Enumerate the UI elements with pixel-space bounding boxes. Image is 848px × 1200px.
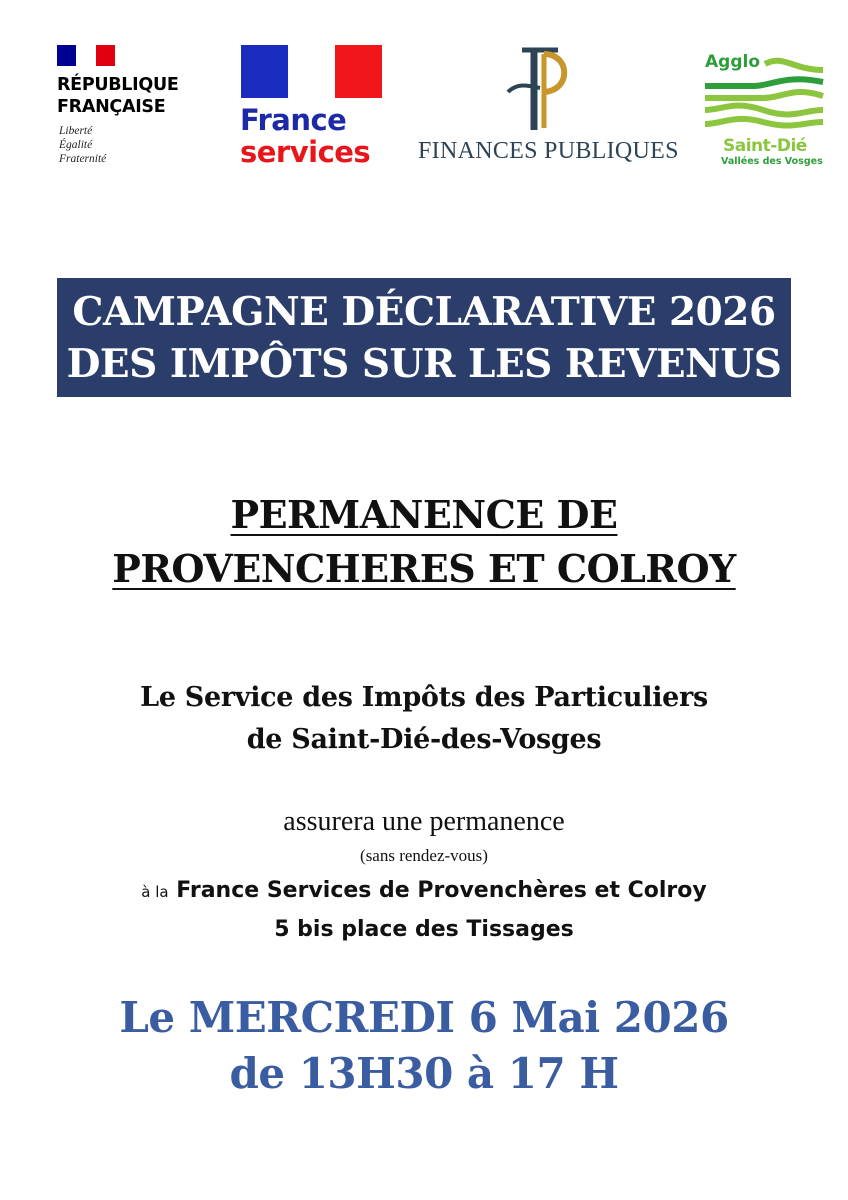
address-text: 5 bis place des Tissages <box>274 917 574 942</box>
fs-line1: France <box>240 103 347 137</box>
location-line: à la France Services de Provenchères et … <box>0 872 848 911</box>
finances-publiques-monogram-icon <box>506 47 568 130</box>
service-line2: de Saint-Dié-des-Vosges <box>246 724 602 755</box>
permanence-line2: PROVENCHERES ET COLROY <box>112 546 736 591</box>
time-line: de 13H30 à 17 H <box>229 1049 620 1098</box>
permanence-heading: PERMANENCE DE PROVENCHERES ET COLROY <box>0 488 848 596</box>
republique-flag-logo <box>57 45 115 66</box>
a-la-text: à la <box>141 883 169 901</box>
agglo-sub-text: Vallées des Vosges <box>721 156 823 167</box>
agglo-name-text: Saint-Dié <box>723 136 807 156</box>
permanence-line1: PERMANENCE DE <box>230 492 618 537</box>
agglo-top-text: Agglo <box>705 52 761 72</box>
service-name: Le Service des Impôts des Particuliers d… <box>0 677 848 761</box>
rf-line1: RÉPUBLIQUE <box>57 75 179 95</box>
france-services-flag-logo <box>241 45 382 98</box>
france-services-logo-text: France services <box>240 103 371 169</box>
republique-motto: Liberté Égalité Fraternité <box>59 124 106 166</box>
fs-line2: services <box>240 135 371 169</box>
agglo-saint-die-logo: Agglo Saint-Dié Vallées des Vosges <box>703 52 825 172</box>
location-name: France Services de Provenchères et Colro… <box>176 878 707 903</box>
agglo-waves-icon <box>704 57 824 129</box>
rf-line2: FRANÇAISE <box>57 97 166 117</box>
motto-liberte: Liberté <box>59 125 93 137</box>
date-line: Le MERCREDI 6 Mai 2026 <box>119 993 729 1042</box>
banner-line2: DES IMPÔTS SUR LES REVENUS <box>66 341 782 387</box>
motto-fraternite: Fraternité <box>59 153 107 165</box>
date-block: Le MERCREDI 6 Mai 2026 de 13H30 à 17 H <box>0 990 848 1102</box>
sans-rdv-text: (sans rendez-vous) <box>360 846 488 865</box>
service-line1: Le Service des Impôts des Particuliers <box>140 682 708 713</box>
banner-line1: CAMPAGNE DÉCLARATIVE 2026 <box>72 289 776 335</box>
republique-francaise-logo-text: RÉPUBLIQUE FRANÇAISE <box>57 74 179 118</box>
location-block: à la France Services de Provenchères et … <box>0 872 848 949</box>
finances-publiques-logo-text: FINANCES PUBLIQUES <box>418 138 679 164</box>
motto-egalite: Égalité <box>59 139 93 151</box>
assurera-text: assurera une permanence <box>283 806 565 837</box>
campaign-title-banner: CAMPAGNE DÉCLARATIVE 2026 DES IMPÔTS SUR… <box>57 278 791 397</box>
